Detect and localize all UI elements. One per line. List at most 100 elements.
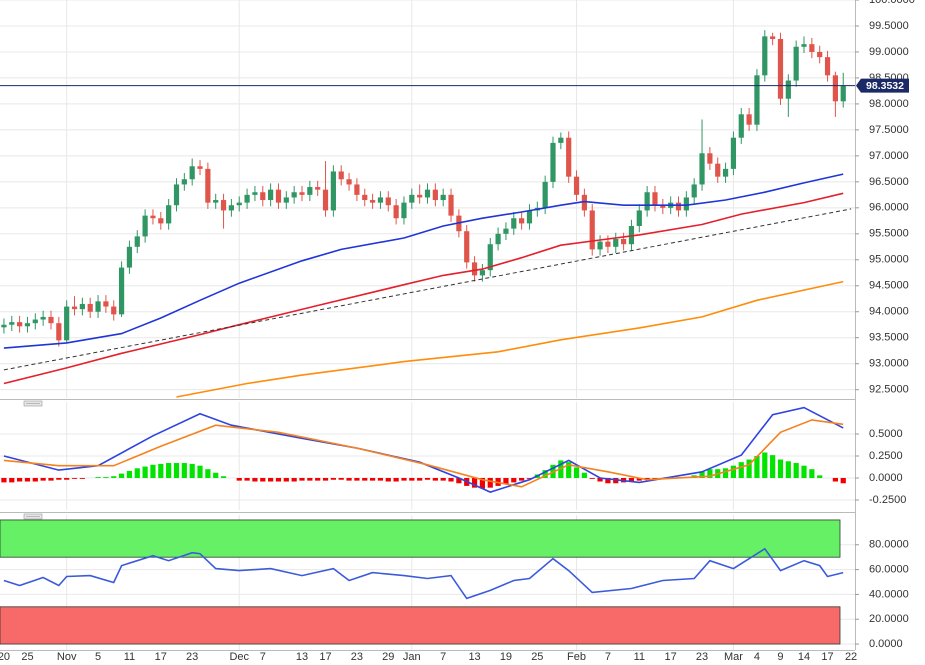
x-tick-label: 23 (351, 651, 363, 663)
candle-body (581, 194, 587, 211)
histogram-bar (573, 467, 580, 478)
histogram-bar (840, 477, 846, 484)
y-tick-label: 20.0000 (869, 613, 909, 625)
x-tick-label: 5 (95, 651, 101, 663)
histogram-bar (79, 477, 85, 479)
grid-layer (0, 0, 855, 650)
candle-body (471, 262, 478, 276)
y-tick-label: 93.5000 (869, 332, 909, 344)
candle-body (166, 205, 172, 224)
candle-body (260, 192, 266, 201)
candle-body (275, 189, 282, 203)
candle-body (715, 163, 721, 177)
x-tick-label: 19 (500, 651, 512, 663)
histogram-bar (236, 477, 242, 481)
histogram-bar (173, 463, 180, 478)
histogram-bar (581, 472, 587, 478)
candle-body (228, 205, 234, 211)
histogram-bar (817, 475, 823, 478)
x-tick-label: 4 (754, 651, 760, 663)
candle-body (832, 75, 838, 102)
last-price-tag (856, 78, 909, 93)
candle-body (24, 323, 31, 327)
histogram-bar (652, 477, 658, 479)
panel-handle[interactable] (23, 513, 43, 520)
candle-body (315, 187, 321, 190)
line (176, 280, 844, 398)
y-tick-label: 100.0000 (869, 0, 915, 6)
candle-body (550, 142, 556, 182)
candle-body (307, 187, 313, 195)
x-tick-label: 11 (634, 651, 645, 663)
histogram-bar (605, 477, 611, 484)
histogram-bar (801, 465, 807, 478)
histogram-bar (291, 477, 297, 482)
histogram-bar (409, 477, 415, 481)
x-tick-label: 7 (260, 651, 266, 663)
y-tick-label: 80.0000 (869, 539, 909, 551)
x-tick-label: Feb (567, 651, 586, 663)
line (3, 406, 844, 493)
histogram-bar (628, 477, 635, 482)
candle-body (244, 194, 250, 203)
candle-body (181, 179, 187, 185)
candle-body (542, 181, 548, 208)
histogram-bar (260, 477, 266, 482)
line (3, 192, 844, 385)
candle-body (487, 244, 493, 271)
panel-handle[interactable] (23, 400, 43, 407)
candle-body (150, 215, 156, 219)
y-tick-label: 94.5000 (869, 280, 909, 292)
candle-body (495, 233, 501, 245)
candle-body (448, 194, 454, 216)
histogram-bar (369, 477, 376, 481)
candle-body (134, 236, 140, 247)
histogram-bar (283, 477, 289, 482)
candle-body (440, 194, 446, 201)
candle-body (566, 137, 572, 177)
y-tick-label: 96.0000 (869, 202, 909, 214)
histogram-bar (597, 477, 603, 482)
x-tick-label: 7 (605, 651, 611, 663)
x-tick-label: 17 (155, 651, 167, 663)
candle-body (722, 168, 729, 177)
y-tick-label: 0.0000 (869, 638, 903, 650)
histogram-bar (644, 477, 650, 480)
histogram-bar (417, 477, 423, 481)
candle-body (362, 194, 368, 201)
y-tick-label: 97.0000 (869, 150, 909, 162)
candle-body (526, 210, 533, 224)
candle-body (330, 171, 336, 211)
candle-body (746, 114, 752, 125)
candle-body (511, 218, 517, 229)
histogram-bar (424, 477, 431, 480)
histogram-bar (722, 468, 729, 478)
histogram-bar (181, 463, 187, 478)
histogram-bar (275, 477, 282, 482)
candle-body (401, 202, 407, 219)
candle-body (385, 197, 391, 206)
histogram-bar (707, 469, 713, 478)
candle-body (683, 197, 689, 211)
candle-body (142, 215, 148, 237)
candle-body (777, 38, 784, 99)
candle-body (464, 231, 470, 263)
candle-body (220, 200, 227, 211)
y-tick-label: 95.5000 (869, 228, 909, 240)
x-tick-label: 17 (665, 651, 677, 663)
x-tick-label: 9 (777, 651, 783, 663)
histogram-bar (197, 465, 203, 478)
histogram-bar (448, 477, 454, 482)
price-panel (0, 30, 855, 398)
y-tick-label: 92.5000 (869, 384, 909, 396)
histogram-bar (519, 477, 525, 481)
y-tick-label: 95.0000 (869, 254, 909, 266)
x-tick-label: 20 (0, 651, 10, 663)
line (3, 173, 844, 349)
line (3, 208, 852, 371)
candle-body (621, 239, 627, 245)
macd-panel (1, 406, 846, 493)
